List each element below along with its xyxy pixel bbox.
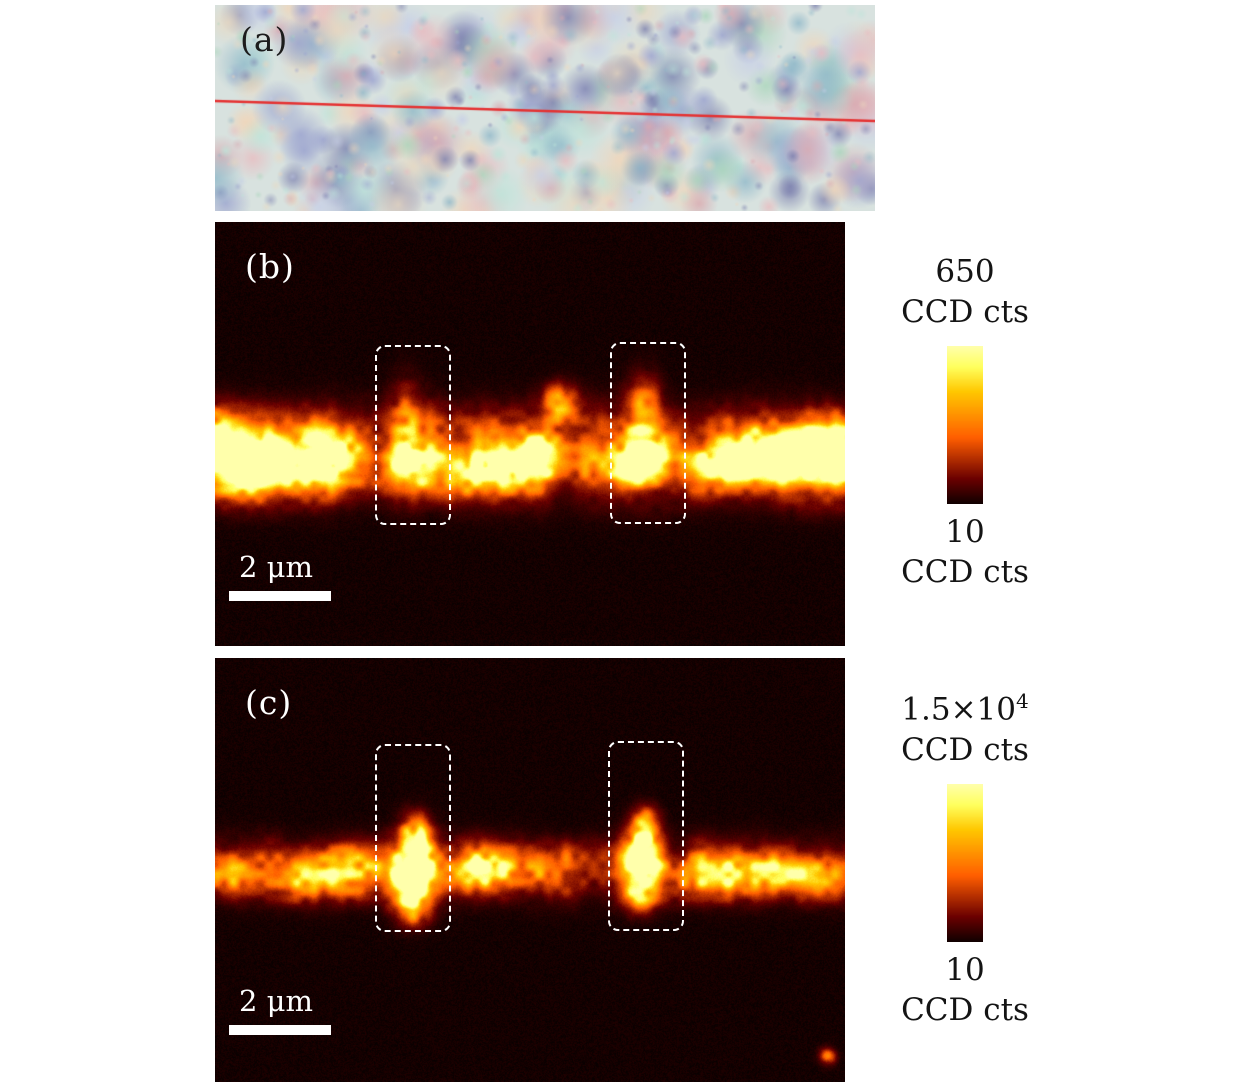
- colorbar-b: 650 CCD cts 10 CCD cts: [865, 250, 1065, 593]
- roi-box-b1: [375, 345, 451, 525]
- colorbar-c-gradient: [947, 783, 983, 942]
- colorbar-b-gradient: [947, 345, 983, 504]
- colorbar-b-max-value: 650: [935, 253, 995, 290]
- scalebar-c: 2 μm: [229, 984, 331, 1035]
- scalebar-b-label: 2 μm: [239, 550, 314, 584]
- scalebar-b-bar: [229, 591, 331, 601]
- optical-micrograph-image: [215, 5, 875, 211]
- scalebar-c-bar: [229, 1025, 331, 1035]
- scalebar-c-label: 2 μm: [239, 984, 314, 1018]
- colorbar-b-unit-top: CCD cts: [901, 293, 1029, 330]
- panel-c: (c) 2 μm: [215, 658, 845, 1082]
- roi-box-c1: [375, 744, 451, 932]
- colorbar-c-unit-top: CCD cts: [901, 731, 1029, 768]
- roi-box-c2: [608, 741, 684, 931]
- colorbar-c-max-exp: 4: [1016, 689, 1029, 713]
- panel-a-label: (a): [240, 20, 289, 59]
- colorbar-c-min: 10: [945, 951, 985, 988]
- pl-heatmap-b: [215, 222, 845, 646]
- panel-a: (a): [215, 5, 875, 211]
- colorbar-c-max-value: 1.5×10: [901, 691, 1016, 728]
- pl-heatmap-c: [215, 658, 845, 1082]
- colorbar-c-max: 1.5×104: [865, 688, 1065, 730]
- scalebar-b: 2 μm: [229, 550, 331, 601]
- roi-box-b2: [610, 342, 686, 524]
- colorbar-c-unit-bottom: CCD cts: [901, 992, 1029, 1029]
- colorbar-c: 1.5×104 CCD cts 10 CCD cts: [865, 688, 1065, 1031]
- panel-c-label: (c): [245, 683, 293, 722]
- colorbar-b-max: 650: [865, 250, 1065, 292]
- panel-b-label: (b): [245, 247, 295, 286]
- colorbar-b-min: 10: [945, 513, 985, 550]
- panel-b: (b) 2 μm: [215, 222, 845, 646]
- colorbar-b-unit-bottom: CCD cts: [901, 554, 1029, 591]
